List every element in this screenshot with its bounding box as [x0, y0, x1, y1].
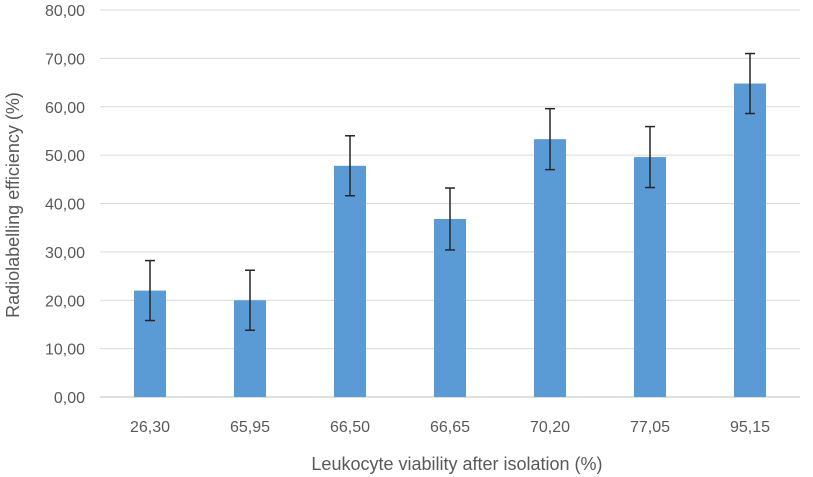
- bar: [634, 157, 666, 397]
- error-bar: [545, 107, 555, 171]
- x-tick-label: 26,30: [130, 419, 170, 436]
- error-bar: [645, 125, 655, 189]
- y-tick-label: 30,00: [45, 245, 85, 262]
- x-tick-label: 70,20: [530, 419, 570, 436]
- x-tick-label: 77,05: [630, 419, 670, 436]
- bar: [534, 139, 566, 397]
- y-tick-label: 50,00: [45, 148, 85, 165]
- y-tick-label: 70,00: [45, 51, 85, 68]
- y-tick-label: 60,00: [45, 100, 85, 117]
- y-tick-label: 10,00: [45, 342, 85, 359]
- x-tick-label: 65,95: [230, 419, 270, 436]
- x-tick-label: 66,50: [330, 419, 370, 436]
- y-axis-tick-labels: 0,00 10,00 20,00 30,00 40,00 50,00 60,00 70,00 8…: [45, 3, 85, 407]
- x-tick-label: 66,65: [430, 419, 470, 436]
- y-tick-label: 40,00: [45, 197, 85, 214]
- error-bar: [145, 259, 155, 322]
- error-bars: [145, 52, 755, 331]
- bar: [734, 83, 766, 397]
- bars: [134, 83, 766, 397]
- error-bar: [245, 269, 255, 331]
- y-tick-label: 80,00: [45, 3, 85, 20]
- x-axis-title: Leukocyte viability after isolation (%): [311, 454, 602, 474]
- y-axis-title: Radiolabelling efficiency (%): [3, 92, 23, 318]
- x-axis-tick-labels: 26,30 65,95 66,50 66,65 70,20 77,05 95,15: [130, 419, 770, 436]
- error-bar: [345, 135, 355, 197]
- error-bar: [745, 52, 755, 115]
- y-tick-label: 0,00: [54, 390, 85, 407]
- bar: [334, 165, 366, 397]
- error-bar: [445, 187, 455, 251]
- x-tick-label: 95,15: [730, 419, 770, 436]
- y-tick-label: 20,00: [45, 293, 85, 310]
